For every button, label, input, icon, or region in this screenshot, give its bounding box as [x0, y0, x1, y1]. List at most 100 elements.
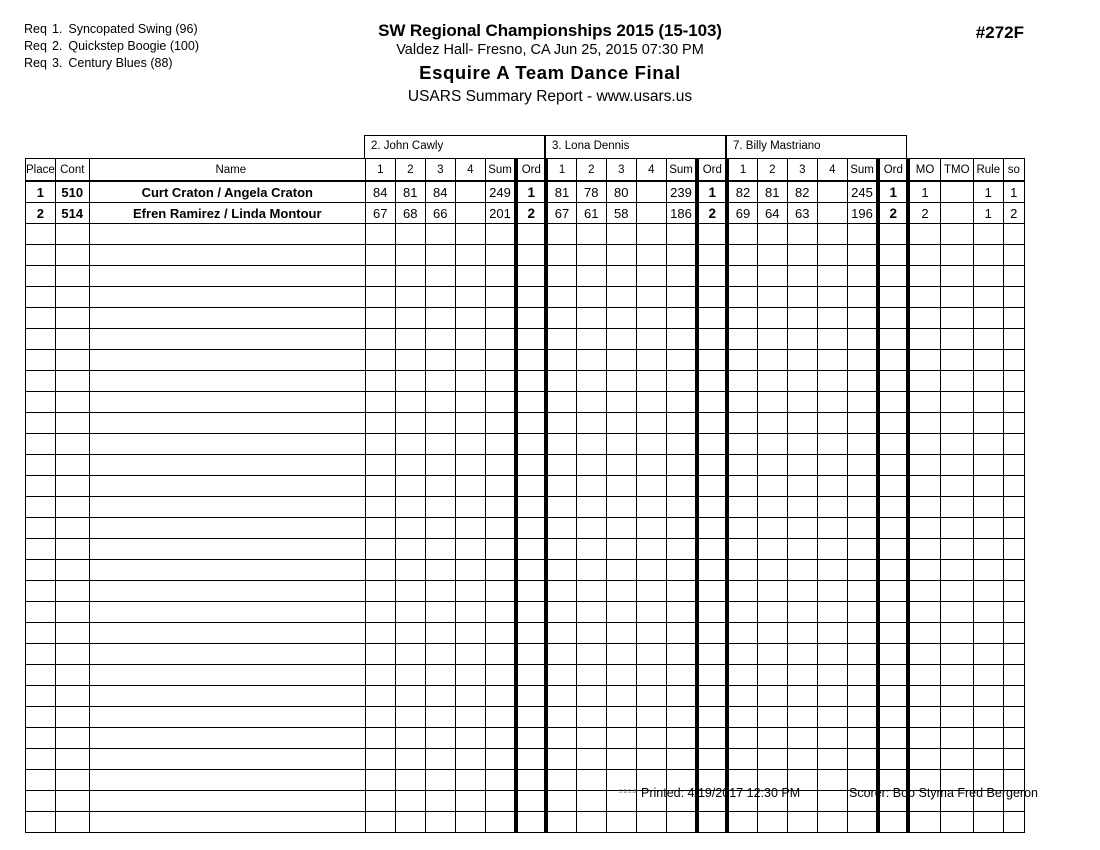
scoresheet-table: Place Cont Name 1 2 3 4 Sum Ord 1 2 3 4 Sum Ord 1 2 3 4 Sum… [25, 158, 1025, 833]
cell-sum-empty [846, 286, 879, 308]
table-row: 1 510 Curt Craton / Angela Craton 84 81 84 249… [25, 180, 1025, 203]
cell-score-empty [575, 496, 607, 518]
cell-score-empty [454, 223, 486, 245]
cell-so-empty [1002, 286, 1025, 308]
cell-score-empty [635, 433, 667, 455]
cell-cont-empty [54, 307, 90, 329]
cell-place: 2 [25, 202, 56, 224]
cell-ord-empty [876, 391, 911, 413]
cell-score-empty [394, 664, 426, 686]
cell-score-empty [394, 307, 426, 329]
cell-score-empty [786, 223, 818, 245]
cell-rule: 1 [972, 202, 1004, 224]
cell-score-empty [545, 286, 577, 308]
cell-rule-empty [972, 517, 1004, 539]
cell-score-empty [424, 727, 456, 749]
cell-score-empty [786, 580, 818, 602]
col-header-j1-4: 4 [454, 158, 486, 182]
cell-score-empty [454, 370, 486, 392]
cell-sum-empty [484, 244, 517, 266]
cell-cont-empty [54, 517, 90, 539]
cell-score-empty [816, 601, 848, 623]
cell-score-empty [545, 454, 577, 476]
cell-so-empty [1002, 664, 1025, 686]
cell-name-empty [88, 517, 366, 539]
cell-sum-empty [846, 454, 879, 476]
cell-rule-empty [972, 706, 1004, 728]
cell-so-empty [1002, 748, 1025, 770]
cell-ord-empty [695, 727, 730, 749]
cell-name-empty [88, 286, 366, 308]
cell-score-empty [394, 496, 426, 518]
cell-score-empty [816, 811, 848, 833]
cell-so-empty [1002, 391, 1025, 413]
cell-score-empty [756, 454, 788, 476]
cell-score-empty [726, 328, 758, 350]
cell-score-empty [756, 244, 788, 266]
cell-score-empty [364, 265, 396, 287]
cell-score-empty [364, 517, 396, 539]
cell-sum-empty [665, 370, 698, 392]
cell-score-empty [364, 391, 396, 413]
cell-sum-empty [846, 496, 879, 518]
cell-score-empty [756, 517, 788, 539]
cell-score-empty [545, 244, 577, 266]
col-header-j1-2: 2 [394, 158, 426, 182]
cell-cont-empty [54, 538, 90, 560]
cell-tmo-empty [939, 622, 974, 644]
cell-score-empty [545, 559, 577, 581]
cell-score-empty [394, 223, 426, 245]
cell-name: Curt Craton / Angela Craton [88, 180, 366, 203]
cell-score-empty [454, 622, 486, 644]
cell-sum-empty [846, 727, 879, 749]
cell-ord-empty [695, 370, 730, 392]
cell-score-empty [575, 559, 607, 581]
cell-tmo-empty [939, 370, 974, 392]
cell-place-empty [25, 454, 56, 476]
cell-score-empty [424, 811, 456, 833]
table-row-empty [25, 223, 1025, 245]
cell-ord-empty [695, 328, 730, 350]
cell-score-empty [635, 307, 667, 329]
cell-tmo-empty [939, 454, 974, 476]
cell-sum-empty [484, 685, 517, 707]
cell-score-empty [635, 601, 667, 623]
cell-place-empty [25, 496, 56, 518]
cell-ord-empty [514, 433, 549, 455]
cell-score-empty [756, 664, 788, 686]
cell-mo: 1 [907, 180, 941, 203]
cell-score-empty [424, 412, 456, 434]
cell-score-empty [635, 559, 667, 581]
cell-score-empty [364, 475, 396, 497]
cell-rule-empty [972, 475, 1004, 497]
cell-cont-empty [54, 811, 90, 833]
cell-ord-empty [876, 370, 911, 392]
cell-ord-empty [695, 706, 730, 728]
cell-score-empty [635, 349, 667, 371]
col-header-cont: Cont [54, 158, 90, 182]
cell-ord-empty [876, 580, 911, 602]
cell-j3-s2: 64 [756, 202, 788, 224]
cell-score-empty [424, 391, 456, 413]
cell-score-empty [756, 391, 788, 413]
cell-rule-empty [972, 286, 1004, 308]
table-row-empty [25, 475, 1025, 497]
cell-name-empty [88, 706, 366, 728]
requirement-title: Century Blues (88) [68, 56, 173, 70]
cell-ord-empty [514, 496, 549, 518]
table-row-empty [25, 538, 1025, 560]
cell-score-empty [394, 370, 426, 392]
cell-ord-empty [695, 622, 730, 644]
cell-place-empty [25, 349, 56, 371]
cell-score-empty [545, 580, 577, 602]
cell-ord-empty [876, 601, 911, 623]
cell-score-empty [605, 685, 637, 707]
cell-rule-empty [972, 601, 1004, 623]
cell-ord-empty [695, 517, 730, 539]
cell-mo-empty [907, 748, 941, 770]
cell-tmo-empty [939, 748, 974, 770]
cell-score-empty [635, 265, 667, 287]
cell-tmo-empty [939, 664, 974, 686]
cell-sum-empty [665, 412, 698, 434]
cell-sum-empty [846, 475, 879, 497]
